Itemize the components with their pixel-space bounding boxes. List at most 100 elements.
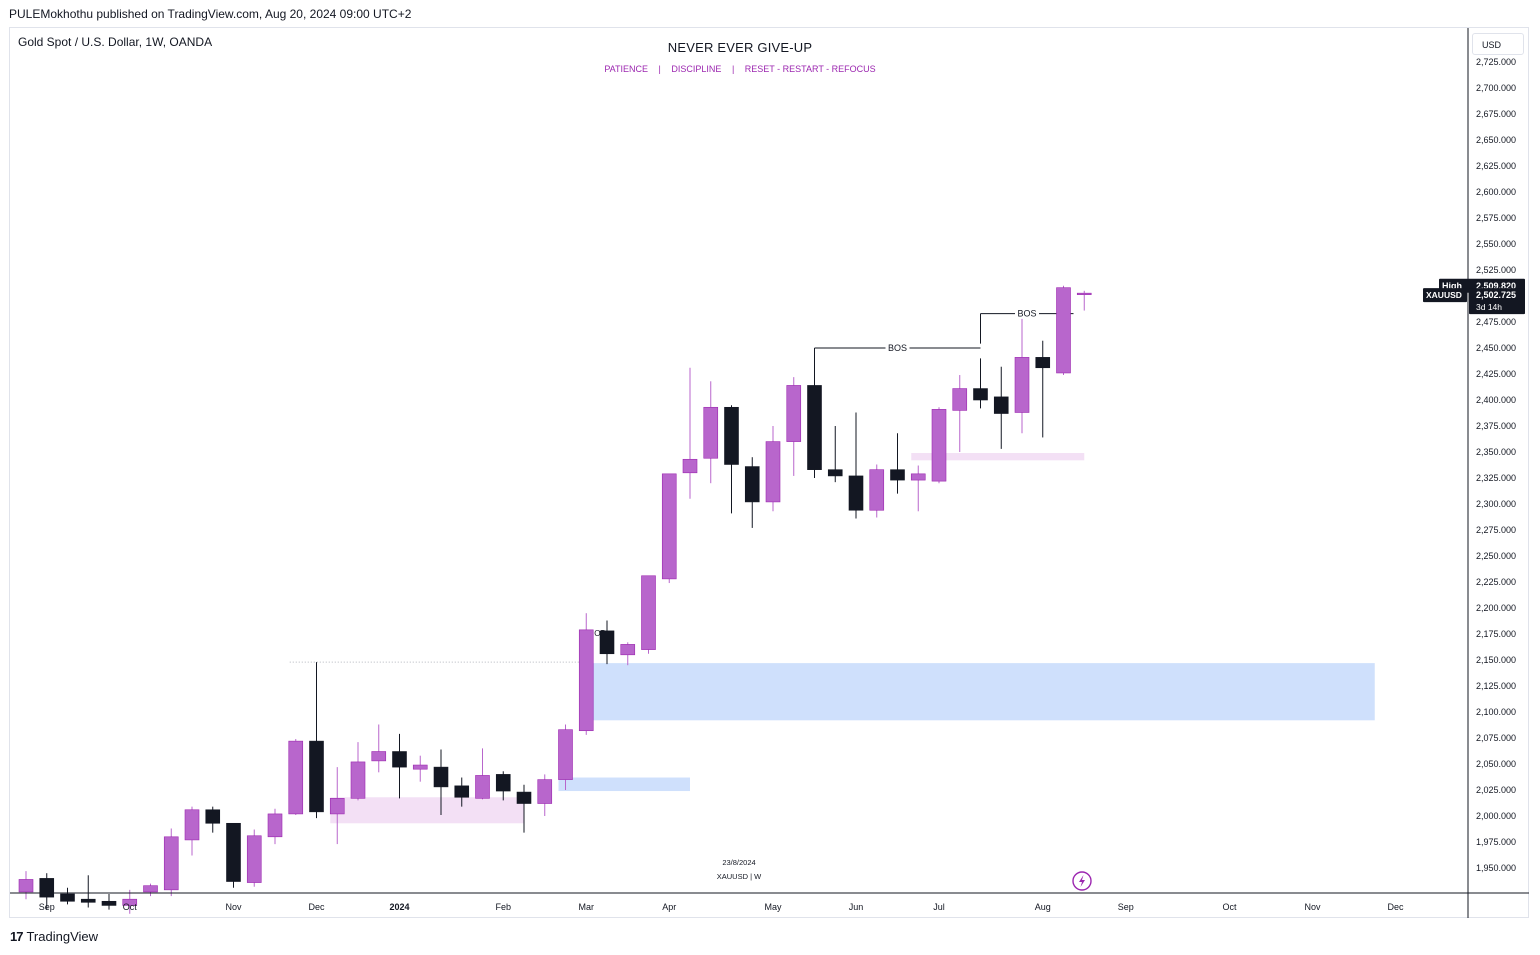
candle-body (516, 791, 532, 804)
candle-body (952, 388, 968, 411)
candle (910, 465, 926, 512)
candle (18, 871, 34, 900)
price-tick-label: 2,675.000 (1476, 109, 1516, 119)
candle-body (495, 774, 511, 792)
price-tick-label: 2,700.000 (1476, 83, 1516, 93)
candle-body (993, 396, 1009, 414)
price-tick-label: 2,275.000 (1476, 525, 1516, 535)
axis-layer: 1,950.000 1,975.000 2,000.000 2,025.000 2,05… (10, 28, 1529, 918)
candle-body (60, 893, 75, 902)
subline-separator: | (731, 64, 735, 74)
price-tick-label: 2,625.000 (1476, 161, 1516, 171)
candle (80, 875, 96, 908)
candle (288, 739, 304, 815)
price-tick-label: 2,125.000 (1476, 681, 1516, 691)
candle (205, 806, 221, 833)
date-marker: 23/8/2024 (722, 858, 755, 867)
badges-layer: High 2,509.820 XAUUSD 2,502.725 3d 14h (1423, 278, 1525, 315)
price-tick-label: 2,000.000 (1476, 811, 1516, 821)
candle (848, 412, 864, 519)
price-badge (1469, 288, 1525, 315)
price-tick-label: 2,425.000 (1476, 369, 1516, 379)
candle-body (454, 785, 470, 798)
candle-body (682, 458, 698, 474)
candle (973, 358, 988, 409)
candle (143, 883, 158, 897)
price-tick-label: 2,225.000 (1476, 577, 1516, 587)
candle-body (143, 885, 158, 893)
price-tick-label: 2,200.000 (1476, 603, 1516, 613)
subline-separator: | (658, 64, 661, 74)
candle-body (392, 751, 407, 768)
time-tick-label: Oct (1222, 902, 1237, 912)
candle (475, 748, 490, 800)
candle-body (309, 740, 324, 813)
price-tick-label: 2,525.000 (1476, 265, 1516, 275)
price-tick-label: 2,300.000 (1476, 499, 1516, 509)
candle-body (703, 406, 719, 459)
price-tick-label: 1,950.000 (1476, 863, 1516, 873)
time-tick-label: Mar (579, 902, 595, 912)
candle (392, 733, 407, 799)
symbol-interval-marker: XAUUSD | W (717, 872, 762, 881)
price-tick-label: 2,575.000 (1476, 213, 1516, 223)
candle-body (205, 809, 221, 824)
lightning-icon-bolt (1079, 875, 1085, 887)
candle (724, 405, 739, 514)
pink-zone-dec (330, 797, 524, 824)
candle (371, 724, 387, 773)
candle-body (807, 385, 822, 470)
price-tick-label: 2,450.000 (1476, 343, 1516, 353)
currency-button[interactable]: USD (1472, 33, 1524, 55)
candle (454, 777, 470, 807)
candle-body (1056, 287, 1071, 374)
candle (869, 464, 885, 518)
price-tick-label: 2,650.000 (1476, 135, 1516, 145)
chart-subline: PATIENCE | DISCIPLINE | RESET - RESTART … (0, 64, 1480, 74)
candle (350, 742, 366, 801)
price-badge-value: 2,502.725 (1476, 290, 1516, 300)
candle (433, 749, 449, 815)
candle (39, 873, 55, 910)
time-tick-label: 2024 (389, 902, 409, 912)
candle-body (101, 900, 117, 906)
candle-body (661, 473, 677, 580)
candle-body (848, 475, 864, 511)
symbol-title[interactable]: Gold Spot / U.S. Dollar, 1W, OANDA (18, 35, 213, 49)
candle-body (246, 835, 262, 883)
candle-body (827, 469, 843, 477)
candle-body (80, 898, 96, 903)
candle (184, 806, 200, 856)
price-tick-label: 2,375.000 (1476, 421, 1516, 431)
candle (1035, 340, 1051, 438)
candle-body (890, 469, 905, 481)
price-tick-label: 2,150.000 (1476, 655, 1516, 665)
bos-label: BOS (1017, 309, 1036, 319)
demand-zone-small (558, 777, 690, 792)
time-tick-label: Nov (1304, 902, 1321, 912)
candle (599, 620, 615, 665)
high-badge-label: High (1442, 281, 1462, 291)
candle-body (475, 775, 490, 799)
demand-zone-large (579, 663, 1375, 721)
candle-body (18, 879, 34, 893)
time-tick-label: Sep (1118, 902, 1134, 912)
candle-body (371, 751, 387, 762)
candles-layer (18, 285, 1092, 914)
candle (827, 426, 843, 483)
candle-body (973, 388, 988, 401)
pink-zone-jul (911, 453, 1085, 461)
tradingview-logo[interactable]: 17 TradingView (10, 929, 98, 944)
candle-body (184, 809, 200, 841)
candle-body (537, 779, 553, 804)
candle (931, 407, 947, 484)
lightning-icon[interactable] (1072, 871, 1092, 891)
candle (661, 473, 677, 584)
price-tick-label: 2,475.000 (1476, 317, 1516, 327)
candle-body (1035, 357, 1051, 369)
candle-body (350, 761, 366, 799)
price-tick-label: 2,025.000 (1476, 785, 1516, 795)
bos-label-bg (1015, 306, 1039, 319)
price-tick-label: 2,400.000 (1476, 395, 1516, 405)
